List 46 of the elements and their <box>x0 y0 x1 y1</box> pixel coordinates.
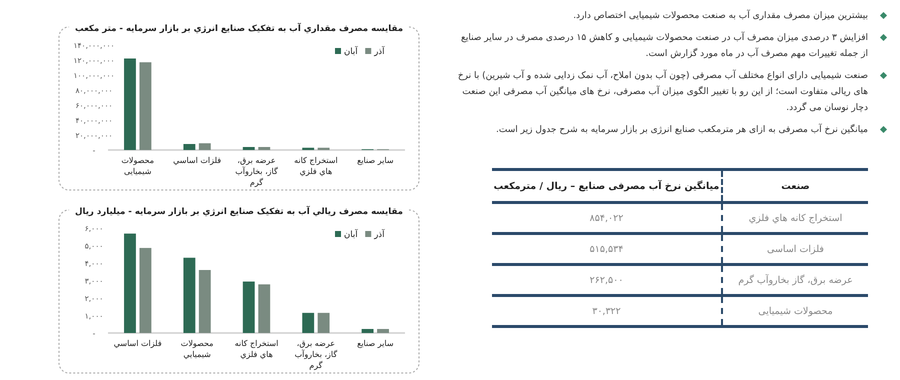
x-tick-label: فلزات اساسي <box>114 339 162 348</box>
x-tick-label: فلزات اساسي <box>173 156 222 165</box>
legend-label: آذر <box>373 46 386 57</box>
legend-label: آبان <box>344 46 358 57</box>
bar <box>258 147 270 150</box>
text: صنعت <box>722 170 868 202</box>
bar <box>302 312 314 333</box>
text: عرضه برق، گاز بخاروآب گرم <box>722 264 868 296</box>
bar <box>318 312 330 333</box>
text: ۵۱۵,۵۳۴ <box>492 234 722 264</box>
text: فلزات اساسی <box>722 234 868 264</box>
bar <box>242 282 255 333</box>
bar <box>124 234 136 333</box>
bar <box>198 270 211 333</box>
x-tick-label: استخراج کانه هاي فلزي <box>294 156 338 176</box>
x-tick-label: سایر صنایع <box>357 339 394 348</box>
x-tick-label: استخراج کانه هاي فلزي <box>234 339 278 359</box>
legend-label: آذر <box>373 229 386 240</box>
legend-label: آبان <box>344 229 358 240</box>
bar <box>377 328 389 333</box>
text: میانگین نرخ آب مصرفی به ازای هر مترمکعب صنایع انرژی بر بازار سرمایه به شرح جدول زیر است. <box>496 125 868 135</box>
bar <box>139 248 152 333</box>
x-tick-label: عرضه برق، گاز، بخاروآب گرم <box>235 156 278 187</box>
chart-title: مقایسه مصرف مقداري آب به تفکیک صنایع انرژي بر بازار سرمایه - متر مکعب <box>74 22 404 34</box>
text: صنعت شیمیایی دارای انواع مختلف آب مصرفی (چون آب بدون املاح، آب نمک زدایی شده و آب شیرین) با نرخ های ریالی متفاوت است؛ از این رو با تغییر الگوی میزان آب مصرفی، نرخ های میانگین آب مصرفی این صنعت دچار نوسان می گردد. <box>458 71 868 113</box>
text: محصولات شیمیایی <box>722 296 868 326</box>
text: میانگین نرخ آب مصرفی صنایع – ریال / مترمکعب <box>492 170 722 202</box>
x-tick-label: محصولات شیمیایي <box>180 339 214 359</box>
text: بیشترین میزان مصرف مقداری آب به صنعت محصولات شیمیایی اختصاص دارد. <box>573 11 868 21</box>
bar <box>362 328 374 333</box>
text: ۸۵۴,۰۲۲ <box>492 202 722 234</box>
text: افزایش ۳ درصدی میزان مصرف آب در صنعت محصولات شیمیایی و کاهش ۱۵ درصدی مصرف در سایر صنایع از جمله تغییرات مهم مصرف آب در ماه مورد گزارش است. <box>461 33 868 59</box>
bar <box>139 62 152 150</box>
text: ۳۰,۳۲۲ <box>492 296 722 326</box>
bar <box>124 58 136 150</box>
bar <box>242 147 255 150</box>
bar <box>183 258 196 333</box>
bar <box>258 284 270 333</box>
chart-title: مقایسه مصرف ریالي آب به تفکیک صنایع انرژي بر بازار سرمایه - میلیارد ریال <box>75 205 403 217</box>
bar <box>198 143 211 150</box>
text: استخراج کانه هاي فلزي <box>722 202 868 234</box>
text: ۲۶۲,۵۰۰ <box>492 264 722 296</box>
x-tick-label: سایر صنایع <box>357 156 394 165</box>
x-tick-label: محصولات شیمیایی <box>121 156 154 176</box>
x-tick-label: عرضه برق، گاز، بخاروآب گرم <box>294 339 338 370</box>
bar <box>183 144 196 150</box>
